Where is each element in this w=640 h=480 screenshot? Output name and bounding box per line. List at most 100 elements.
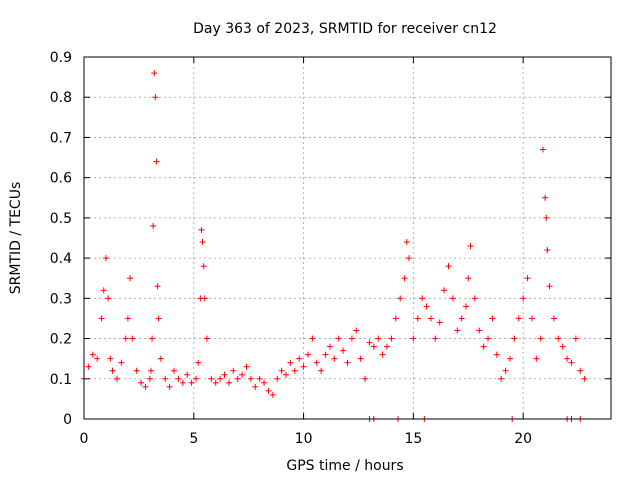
data-point — [393, 315, 399, 321]
x-axis-label: GPS time / hours — [286, 458, 403, 474]
data-point — [296, 356, 302, 362]
data-point — [198, 227, 204, 233]
data-point — [148, 368, 154, 374]
data-point — [248, 376, 254, 382]
data-point — [507, 356, 513, 362]
data-point — [230, 368, 236, 374]
x-tick-label: 15 — [404, 431, 422, 447]
data-point — [171, 368, 177, 374]
data-point — [485, 336, 491, 342]
data-point — [101, 287, 107, 293]
data-point — [201, 263, 207, 269]
data-point — [151, 70, 157, 76]
data-point — [459, 315, 465, 321]
data-point — [406, 255, 412, 261]
data-point — [94, 356, 100, 362]
data-point — [257, 376, 263, 382]
data-point — [156, 315, 162, 321]
data-point — [520, 295, 526, 301]
x-tick-label: 10 — [295, 431, 313, 447]
data-point — [538, 336, 544, 342]
y-tick-label: 0 — [63, 412, 72, 428]
data-point — [265, 388, 271, 394]
data-point — [380, 352, 386, 358]
data-point — [323, 352, 329, 358]
scatter-chart: Day 363 of 2023, SRMTID for receiver cn1… — [0, 0, 640, 480]
data-point — [371, 344, 377, 350]
data-point — [428, 315, 434, 321]
data-point — [155, 283, 161, 289]
data-point — [150, 223, 156, 229]
data-point — [127, 275, 133, 281]
data-point — [349, 336, 355, 342]
data-point — [153, 159, 159, 165]
data-point — [516, 315, 522, 321]
data-point — [105, 295, 111, 301]
data-point — [551, 315, 557, 321]
x-tick-label: 0 — [80, 431, 89, 447]
data-point — [107, 356, 113, 362]
data-point — [274, 376, 280, 382]
y-tick-label: 0.6 — [50, 171, 72, 187]
data-point — [85, 364, 91, 370]
data-point — [397, 295, 403, 301]
data-point — [555, 336, 561, 342]
data-point — [340, 348, 346, 354]
y-axis-label: SRMTID / TECUs — [8, 182, 24, 295]
data-point — [222, 372, 228, 378]
data-point — [99, 315, 105, 321]
data-point — [129, 336, 135, 342]
data-point — [138, 380, 144, 386]
data-point — [204, 336, 210, 342]
data-point — [158, 356, 164, 362]
data-point — [494, 352, 500, 358]
data-point — [147, 376, 153, 382]
x-tick-label: 20 — [514, 431, 532, 447]
data-point — [125, 315, 131, 321]
data-point — [279, 368, 285, 374]
data-point — [149, 336, 155, 342]
data-point — [577, 368, 583, 374]
data-point — [152, 94, 158, 100]
data-point — [543, 215, 549, 221]
data-point — [564, 356, 570, 362]
chart-canvas: Day 363 of 2023, SRMTID for receiver cn1… — [0, 0, 640, 480]
data-point — [180, 380, 186, 386]
data-point — [235, 376, 241, 382]
data-point — [110, 368, 116, 374]
y-tick-label: 0.8 — [50, 90, 72, 106]
chart-title: Day 363 of 2023, SRMTID for receiver cn1… — [193, 21, 497, 37]
data-point — [419, 295, 425, 301]
data-point — [463, 303, 469, 309]
data-point — [118, 360, 124, 366]
data-point — [404, 239, 410, 245]
data-point — [402, 275, 408, 281]
data-point — [437, 319, 443, 325]
data-point — [573, 336, 579, 342]
data-point — [353, 328, 359, 334]
data-point — [410, 336, 416, 342]
data-point — [375, 336, 381, 342]
y-tick-label: 0.5 — [50, 211, 72, 227]
data-point — [358, 356, 364, 362]
data-point — [261, 380, 267, 386]
data-point — [362, 376, 368, 382]
data-point — [90, 352, 96, 358]
data-point — [503, 368, 509, 374]
axis-tick-labels: 0 5 10 15 20 0 0.1 0.2 0.3 0.4 0.5 0.6 0.7 0.8 0.9 — [50, 50, 532, 447]
data-point — [498, 376, 504, 382]
data-point — [450, 295, 456, 301]
data-point — [305, 352, 311, 358]
data-point — [202, 295, 208, 301]
data-point — [162, 376, 168, 382]
data-point — [424, 303, 430, 309]
data-point — [195, 360, 201, 366]
x-tick-label: 5 — [189, 431, 198, 447]
data-point — [167, 384, 173, 390]
data-point — [193, 376, 199, 382]
data-point — [327, 344, 333, 350]
data-point — [252, 384, 258, 390]
data-point — [472, 295, 478, 301]
y-tick-label: 0.1 — [50, 372, 72, 388]
data-point — [465, 275, 471, 281]
